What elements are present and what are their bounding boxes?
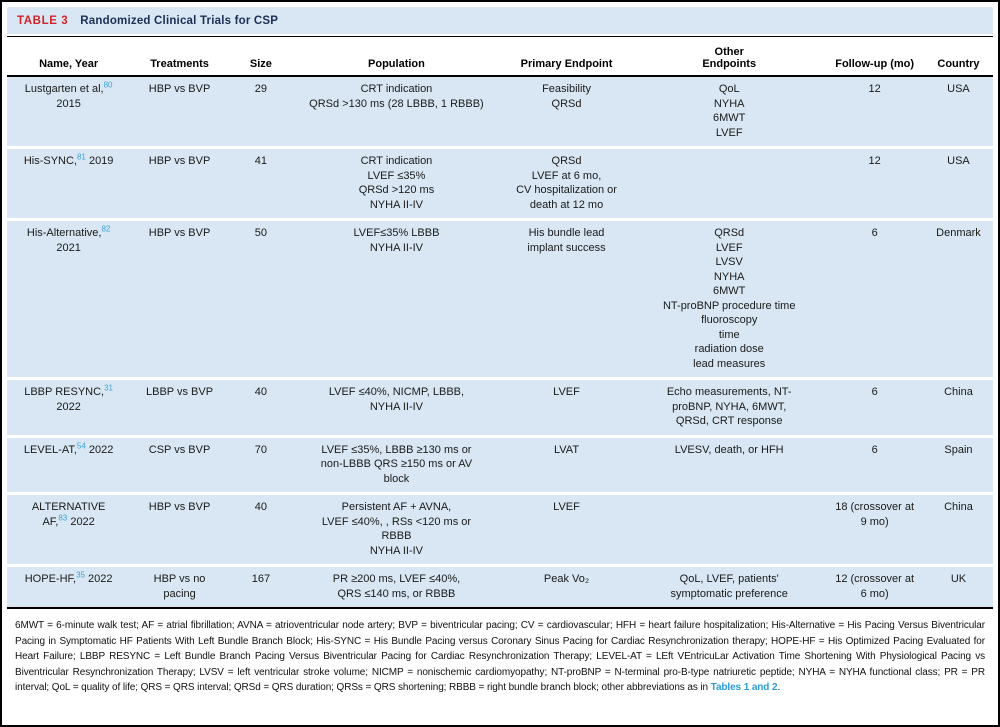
table-row: HOPE-HF,35 2022 HBP vs no pacing 167 PR ≥200… bbox=[7, 564, 993, 609]
cell-size: 70 bbox=[228, 434, 293, 494]
column-header-follow-up-mo: Follow-up (mo) bbox=[825, 37, 924, 77]
cell-primary-endpoint: Feasibility QRSd bbox=[499, 76, 634, 148]
cell-other-endpoints bbox=[633, 146, 826, 220]
cell-treatments: HBP vs BVP bbox=[130, 218, 229, 379]
table-title: Randomized Clinical Trials for CSP bbox=[80, 14, 279, 27]
column-header-name-year: Name, Year bbox=[7, 37, 131, 77]
cell-followup: 18 (crossover at 9 mo) bbox=[825, 492, 924, 566]
cell-treatments: HBP vs BVP bbox=[130, 146, 229, 220]
table-row: His-SYNC,81 2019 HBP vs BVP 41 CRT indicati… bbox=[7, 146, 993, 220]
clinical-trials-table: Name, Year Treatments Size Population Primar… bbox=[7, 37, 993, 609]
cell-country: Spain bbox=[923, 434, 993, 494]
footnote-period: . bbox=[777, 682, 781, 693]
table-row: LEVEL-AT,54 2022 CSP vs BVP 70 LVEF ≤35%, L… bbox=[7, 434, 993, 494]
table-row: Lustgarten et al,80 2015 HBP vs BVP 29 CRT i… bbox=[7, 76, 993, 148]
cell-treatments: CSP vs BVP bbox=[130, 434, 229, 494]
cell-primary-endpoint: LVEF bbox=[499, 492, 634, 566]
cell-size: 41 bbox=[228, 146, 293, 220]
cell-followup: 6 bbox=[825, 434, 924, 494]
cell-other-endpoints: QoL NYHA 6MWT LVEF bbox=[633, 76, 826, 148]
cell-primary-endpoint: LVAT bbox=[499, 434, 634, 494]
cell-population: LVEF ≤40%, NICMP, LBBB, NYHA II-IV bbox=[292, 377, 500, 436]
cell-treatments: HBP vs BVP bbox=[130, 492, 229, 566]
cell-treatments: HBP vs BVP bbox=[130, 76, 229, 148]
cell-population: LVEF ≤35%, LBBB ≥130 ms or non-LBBB QRS ≥… bbox=[292, 434, 500, 494]
cell-country: Denmark bbox=[923, 218, 993, 379]
cell-name-year: LBBP RESYNC,31 2022 bbox=[7, 377, 131, 436]
column-header-population: Population bbox=[292, 37, 500, 77]
footnote-text: 6MWT = 6-minute walk test; AF = atrial f… bbox=[15, 620, 985, 693]
cell-other-endpoints: Echo measurements, NT-proBNP, NYHA, 6MWT… bbox=[633, 377, 826, 436]
cell-country: USA bbox=[923, 76, 993, 148]
cell-name-year: Lustgarten et al,80 2015 bbox=[7, 76, 131, 148]
cell-followup: 12 bbox=[825, 76, 924, 148]
cell-name-year: LEVEL-AT,54 2022 bbox=[7, 434, 131, 494]
table-row: His-Alternative,82 2021 HBP vs BVP 50 LVEF≤3… bbox=[7, 218, 993, 379]
cell-followup: 6 bbox=[825, 218, 924, 379]
column-header-size: Size bbox=[228, 37, 293, 77]
cell-name-year: His-SYNC,81 2019 bbox=[7, 146, 131, 220]
cell-primary-endpoint: LVEF bbox=[499, 377, 634, 436]
cell-other-endpoints: QRSd LVEF LVSV NYHA 6MWT NT-proBNP procedure … bbox=[633, 218, 826, 379]
cell-other-endpoints: LVESV, death, or HFH bbox=[633, 434, 826, 494]
cell-name-year: HOPE-HF,35 2022 bbox=[7, 564, 131, 609]
table-title-band: TABLE 3 Randomized Clinical Trials for C… bbox=[7, 7, 993, 34]
cell-country: China bbox=[923, 492, 993, 566]
citation-ref[interactable]: 81 bbox=[76, 152, 86, 162]
cell-name-year: His-Alternative,82 2021 bbox=[7, 218, 131, 379]
cell-country: UK bbox=[923, 564, 993, 609]
citation-ref[interactable]: 31 bbox=[104, 383, 114, 393]
cell-followup: 6 bbox=[825, 377, 924, 436]
citation-ref[interactable]: 80 bbox=[103, 80, 113, 90]
citation-ref[interactable]: 35 bbox=[76, 570, 85, 580]
cell-primary-endpoint: His bundle lead implant success bbox=[499, 218, 634, 379]
column-header-treatments: Treatments bbox=[130, 37, 229, 77]
cell-size: 29 bbox=[228, 76, 293, 148]
table-label: TABLE 3 bbox=[17, 14, 69, 27]
citation-ref[interactable]: 83 bbox=[58, 512, 68, 522]
cell-population: Persistent AF + AVNA, LVEF ≤40%, , RSs <1… bbox=[292, 492, 500, 566]
cell-treatments: LBBP vs BVP bbox=[130, 377, 229, 436]
cell-population: LVEF≤35% LBBB NYHA II-IV bbox=[292, 218, 500, 379]
cell-size: 167 bbox=[228, 564, 293, 609]
cell-country: USA bbox=[923, 146, 993, 220]
cell-name-year: ALTERNATIVE AF,83 2022 bbox=[7, 492, 131, 566]
cell-followup: 12 bbox=[825, 146, 924, 220]
cell-size: 40 bbox=[228, 492, 293, 566]
title-divider bbox=[7, 36, 993, 37]
cell-primary-endpoint: QRSd LVEF at 6 mo, CV hospitalization or de… bbox=[499, 146, 634, 220]
cell-country: China bbox=[923, 377, 993, 436]
cell-size: 50 bbox=[228, 218, 293, 379]
citation-ref[interactable]: 82 bbox=[101, 224, 111, 234]
column-header-country: Country bbox=[923, 37, 993, 77]
table-header-row: Name, Year Treatments Size Population Primar… bbox=[7, 37, 993, 77]
cell-population: CRT indication LVEF ≤35% QRSd >120 ms NYHA … bbox=[292, 146, 500, 220]
cell-other-endpoints: QoL, LVEF, patients' symptomatic preferen… bbox=[633, 564, 826, 609]
cell-other-endpoints bbox=[633, 492, 826, 566]
cell-primary-endpoint: Peak Vo₂ bbox=[499, 564, 634, 609]
table-row: LBBP RESYNC,31 2022 LBBP vs BVP 40 LVEF ≤40%… bbox=[7, 377, 993, 436]
cell-population: CRT indication QRSd >130 ms (28 LBBB, 1 R… bbox=[292, 76, 500, 148]
cell-population: PR ≥200 ms, LVEF ≤40%, QRS ≤140 ms, or RB… bbox=[292, 564, 500, 609]
cell-treatments: HBP vs no pacing bbox=[130, 564, 229, 609]
column-header-primary-endpoint: Primary Endpoint bbox=[499, 37, 634, 77]
column-header-other-endpoints: Other Endpoints bbox=[633, 37, 826, 77]
tables-1-2-link[interactable]: Tables 1 and 2 bbox=[710, 682, 778, 693]
table-row: ALTERNATIVE AF,83 2022 HBP vs BVP 40 Persist… bbox=[7, 492, 993, 566]
citation-ref[interactable]: 54 bbox=[76, 440, 86, 450]
footnote: 6MWT = 6-minute walk test; AF = atrial f… bbox=[7, 609, 993, 696]
cell-size: 40 bbox=[228, 377, 293, 436]
cell-followup: 12 (crossover at 6 mo) bbox=[825, 564, 924, 609]
